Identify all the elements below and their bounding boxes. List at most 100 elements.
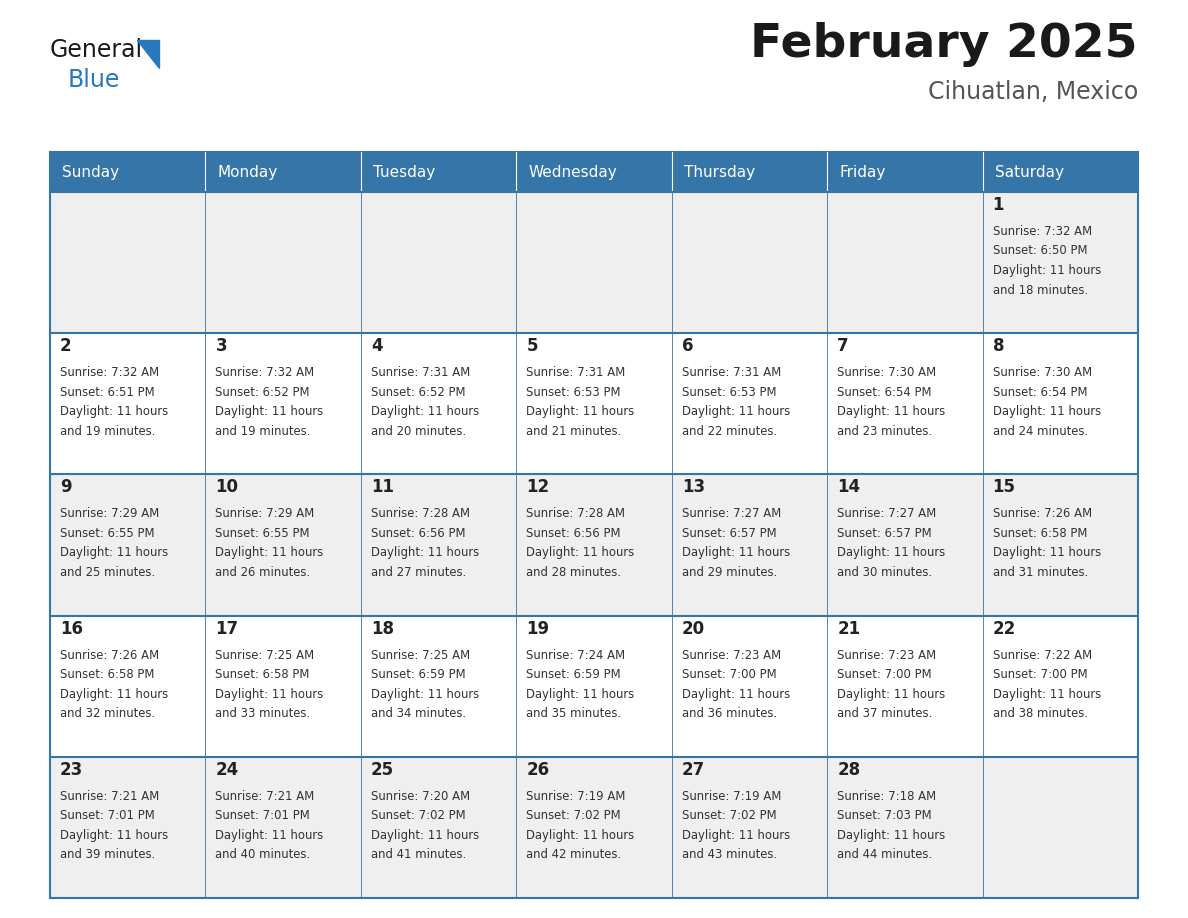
- Text: Daylight: 11 hours: Daylight: 11 hours: [61, 829, 169, 842]
- Text: 6: 6: [682, 337, 694, 355]
- Text: 12: 12: [526, 478, 549, 497]
- Bar: [361, 616, 517, 756]
- Text: and 30 minutes.: and 30 minutes.: [838, 565, 933, 579]
- Bar: [206, 192, 361, 333]
- Text: 4: 4: [371, 337, 383, 355]
- Text: Sunrise: 7:23 AM: Sunrise: 7:23 AM: [682, 649, 781, 662]
- Bar: [517, 616, 671, 642]
- Bar: [671, 616, 827, 642]
- Bar: [50, 475, 206, 500]
- Text: 13: 13: [682, 478, 704, 497]
- Bar: [361, 475, 517, 500]
- Text: Daylight: 11 hours: Daylight: 11 hours: [215, 829, 323, 842]
- Text: Sunrise: 7:29 AM: Sunrise: 7:29 AM: [61, 508, 159, 521]
- Text: Daylight: 11 hours: Daylight: 11 hours: [682, 405, 790, 419]
- Bar: [982, 475, 1138, 616]
- Text: 26: 26: [526, 761, 549, 778]
- Text: Daylight: 11 hours: Daylight: 11 hours: [682, 829, 790, 842]
- Text: Sunrise: 7:30 AM: Sunrise: 7:30 AM: [992, 366, 1092, 379]
- Text: Sunset: 7:03 PM: Sunset: 7:03 PM: [838, 810, 931, 823]
- Text: Sunset: 7:00 PM: Sunset: 7:00 PM: [838, 668, 931, 681]
- Bar: [206, 616, 361, 756]
- Bar: [206, 333, 361, 475]
- Bar: [361, 152, 517, 192]
- Bar: [982, 192, 1138, 218]
- Text: Sunset: 6:54 PM: Sunset: 6:54 PM: [992, 386, 1087, 398]
- Text: 9: 9: [61, 478, 71, 497]
- Text: and 23 minutes.: and 23 minutes.: [838, 425, 933, 438]
- Text: Sunrise: 7:19 AM: Sunrise: 7:19 AM: [682, 789, 781, 803]
- Text: and 38 minutes.: and 38 minutes.: [992, 707, 1087, 720]
- Text: and 43 minutes.: and 43 minutes.: [682, 848, 777, 861]
- Text: Sunset: 6:51 PM: Sunset: 6:51 PM: [61, 386, 154, 398]
- Bar: [982, 333, 1138, 359]
- Text: and 24 minutes.: and 24 minutes.: [992, 425, 1088, 438]
- Bar: [671, 756, 827, 783]
- Text: Daylight: 11 hours: Daylight: 11 hours: [838, 829, 946, 842]
- Text: 1: 1: [992, 196, 1004, 214]
- Bar: [671, 616, 827, 756]
- Text: and 35 minutes.: and 35 minutes.: [526, 707, 621, 720]
- Bar: [206, 475, 361, 616]
- Bar: [50, 616, 206, 642]
- Text: Daylight: 11 hours: Daylight: 11 hours: [215, 405, 323, 419]
- Text: Daylight: 11 hours: Daylight: 11 hours: [526, 688, 634, 700]
- Bar: [361, 756, 517, 783]
- Text: General: General: [50, 38, 143, 62]
- Text: and 20 minutes.: and 20 minutes.: [371, 425, 466, 438]
- Bar: [827, 192, 982, 333]
- Text: Sunset: 6:56 PM: Sunset: 6:56 PM: [526, 527, 621, 540]
- Text: Blue: Blue: [68, 68, 120, 92]
- Text: Sunset: 6:59 PM: Sunset: 6:59 PM: [526, 668, 621, 681]
- Bar: [50, 192, 206, 333]
- Text: Daylight: 11 hours: Daylight: 11 hours: [61, 405, 169, 419]
- Bar: [361, 333, 517, 475]
- Text: Sunrise: 7:23 AM: Sunrise: 7:23 AM: [838, 649, 936, 662]
- Bar: [827, 475, 982, 616]
- Text: Tuesday: Tuesday: [373, 164, 435, 180]
- Text: Daylight: 11 hours: Daylight: 11 hours: [526, 546, 634, 559]
- Text: and 26 minutes.: and 26 minutes.: [215, 565, 310, 579]
- Bar: [50, 756, 206, 783]
- Text: Sunset: 6:52 PM: Sunset: 6:52 PM: [215, 386, 310, 398]
- Text: and 32 minutes.: and 32 minutes.: [61, 707, 156, 720]
- Bar: [827, 616, 982, 642]
- Bar: [982, 756, 1138, 898]
- Text: and 28 minutes.: and 28 minutes.: [526, 565, 621, 579]
- Text: Daylight: 11 hours: Daylight: 11 hours: [838, 546, 946, 559]
- Text: and 44 minutes.: and 44 minutes.: [838, 848, 933, 861]
- Text: Daylight: 11 hours: Daylight: 11 hours: [371, 829, 479, 842]
- Text: 28: 28: [838, 761, 860, 778]
- Text: Sunset: 6:58 PM: Sunset: 6:58 PM: [215, 668, 310, 681]
- Text: Daylight: 11 hours: Daylight: 11 hours: [682, 688, 790, 700]
- Text: and 40 minutes.: and 40 minutes.: [215, 848, 310, 861]
- Bar: [671, 475, 827, 500]
- Text: Daylight: 11 hours: Daylight: 11 hours: [526, 829, 634, 842]
- Text: 23: 23: [61, 761, 83, 778]
- Text: February 2025: February 2025: [751, 22, 1138, 67]
- Text: and 31 minutes.: and 31 minutes.: [992, 565, 1088, 579]
- Text: Sunrise: 7:19 AM: Sunrise: 7:19 AM: [526, 789, 626, 803]
- Text: Sunrise: 7:22 AM: Sunrise: 7:22 AM: [992, 649, 1092, 662]
- Bar: [982, 192, 1138, 333]
- Text: Daylight: 11 hours: Daylight: 11 hours: [992, 546, 1101, 559]
- Text: Sunrise: 7:26 AM: Sunrise: 7:26 AM: [61, 649, 159, 662]
- Text: Sunrise: 7:27 AM: Sunrise: 7:27 AM: [838, 508, 936, 521]
- Text: Sunrise: 7:21 AM: Sunrise: 7:21 AM: [61, 789, 159, 803]
- Polygon shape: [137, 40, 159, 68]
- Text: and 39 minutes.: and 39 minutes.: [61, 848, 156, 861]
- Text: 27: 27: [682, 761, 704, 778]
- Text: and 36 minutes.: and 36 minutes.: [682, 707, 777, 720]
- Text: Sunrise: 7:29 AM: Sunrise: 7:29 AM: [215, 508, 315, 521]
- Text: Sunrise: 7:31 AM: Sunrise: 7:31 AM: [371, 366, 470, 379]
- Text: 14: 14: [838, 478, 860, 497]
- Text: Friday: Friday: [839, 164, 885, 180]
- Text: 18: 18: [371, 620, 394, 638]
- Text: Daylight: 11 hours: Daylight: 11 hours: [838, 688, 946, 700]
- Text: 3: 3: [215, 337, 227, 355]
- Text: and 22 minutes.: and 22 minutes.: [682, 425, 777, 438]
- Bar: [827, 616, 982, 756]
- Text: Daylight: 11 hours: Daylight: 11 hours: [526, 405, 634, 419]
- Text: Sunset: 6:57 PM: Sunset: 6:57 PM: [682, 527, 776, 540]
- Text: Sunrise: 7:28 AM: Sunrise: 7:28 AM: [526, 508, 625, 521]
